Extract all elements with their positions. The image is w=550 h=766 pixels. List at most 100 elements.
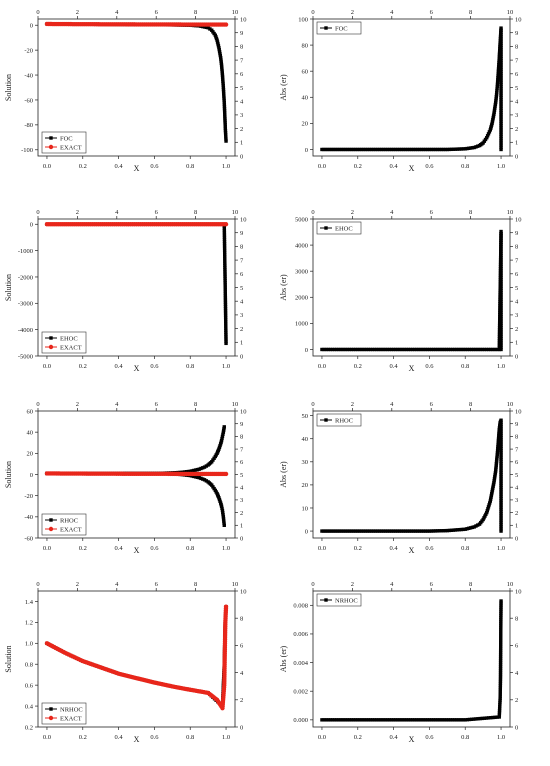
top-tick-label: 0: [311, 209, 314, 216]
right-tick-label: 9: [240, 30, 243, 37]
right-tick-label: 4: [515, 485, 519, 492]
y-tick-label: -40: [24, 514, 33, 521]
y-axis-label: Solution: [4, 74, 13, 101]
x-tick-label: 0.6: [425, 734, 434, 741]
series-line: [47, 427, 224, 474]
x-tick-label: 1.0: [497, 545, 505, 552]
y-tick-label: 0.002: [293, 689, 308, 696]
x-tick-label: 0.2: [79, 545, 87, 552]
y-tick-label: -4000: [18, 327, 33, 334]
right-tick-label: 3: [240, 112, 243, 119]
top-tick-label: 8: [469, 9, 472, 16]
y-tick-label: 0.008: [293, 603, 308, 610]
right-tick-label: 6: [515, 71, 519, 78]
right-tick-label: 6: [515, 271, 519, 278]
x-tick-label: 0.0: [318, 163, 326, 170]
right-tick-label: 7: [240, 446, 244, 453]
x-tick-label: 0.0: [318, 734, 326, 741]
legend-label: FOC: [60, 135, 73, 142]
top-tick-label: 0: [311, 9, 314, 16]
series-line: [47, 24, 226, 141]
y-tick-label: 60: [27, 408, 34, 415]
x-tick-label: 0.8: [461, 734, 469, 741]
x-tick-label: 1.0: [497, 734, 505, 741]
plot-area: [45, 604, 228, 710]
right-tick-label: 2: [240, 697, 243, 704]
data-point: [224, 22, 228, 26]
legend-marker: [49, 518, 52, 521]
x-tick-label: 0.4: [390, 163, 399, 170]
right-tick-label: 6: [515, 643, 519, 650]
y-tick-label: 2000: [295, 295, 308, 302]
y-tick-label: -2000: [18, 274, 33, 281]
data-point: [499, 529, 502, 532]
top-tick-label: 10: [232, 581, 239, 588]
x-tick-label: 0.8: [461, 363, 469, 370]
top-tick-label: 8: [194, 209, 197, 216]
right-tick-label: 1: [515, 340, 518, 347]
top-tick-label: 4: [115, 401, 119, 408]
x-tick-label: 0.6: [425, 363, 434, 370]
top-tick-label: 8: [194, 581, 197, 588]
top-tick-label: 10: [507, 581, 514, 588]
x-tick-label: 1.0: [497, 363, 505, 370]
right-tick-label: 6: [240, 271, 244, 278]
x-tick-label: 0.8: [461, 163, 469, 170]
x-tick-label: 0.4: [390, 734, 399, 741]
top-tick-label: 0: [36, 401, 39, 408]
y-tick-label: 80: [302, 42, 309, 49]
x-tick-label: 0.4: [115, 363, 124, 370]
x-tick-label: 1.0: [497, 163, 505, 170]
y-tick-label: 60: [302, 68, 309, 75]
data-point: [224, 604, 228, 608]
y-tick-label: 0: [305, 528, 308, 535]
right-tick-label: 8: [515, 44, 518, 51]
y-tick-label: -3000: [18, 301, 33, 308]
right-tick-label: 3: [515, 497, 518, 504]
legend-marker: [324, 26, 327, 29]
y-tick-label: 50: [302, 413, 309, 420]
y-tick-label: 20: [302, 482, 309, 489]
top-tick-label: 6: [155, 9, 159, 16]
top-tick-label: 6: [155, 401, 159, 408]
right-tick-label: 9: [240, 230, 243, 237]
right-tick-label: 0: [515, 153, 518, 160]
y-tick-label: 0: [30, 472, 33, 479]
x-tick-label: 0.2: [79, 163, 87, 170]
right-tick-label: 2: [240, 126, 243, 133]
y-tick-label: 1.2: [25, 620, 33, 627]
right-tick-label: 9: [515, 30, 518, 37]
x-axis-label: X: [409, 364, 415, 373]
x-tick-label: 0.0: [43, 734, 51, 741]
right-tick-label: 10: [240, 216, 247, 223]
legend-label: FOC: [335, 25, 348, 32]
top-tick-label: 0: [311, 581, 314, 588]
series-line: [47, 224, 226, 343]
right-tick-label: 10: [515, 408, 522, 415]
top-tick-label: 10: [507, 209, 514, 216]
plot-area: [45, 22, 228, 143]
y-tick-label: 40: [302, 95, 309, 102]
y-tick-label: 20: [27, 451, 34, 458]
top-tick-label: 2: [76, 581, 79, 588]
y-axis-label: Abs (er): [279, 274, 288, 301]
legend-marker: [49, 336, 52, 339]
top-tick-label: 8: [194, 9, 197, 16]
x-axis-label: X: [409, 164, 415, 173]
right-tick-label: 4: [515, 99, 519, 106]
right-tick-label: 10: [240, 16, 247, 23]
top-tick-label: 10: [232, 209, 239, 216]
right-tick-label: 4: [240, 99, 244, 106]
right-tick-label: 3: [240, 312, 243, 319]
series-line: [322, 601, 501, 720]
top-tick-label: 6: [430, 9, 434, 16]
top-tick-label: 8: [194, 401, 197, 408]
right-tick-label: 6: [515, 459, 519, 466]
right-tick-label: 3: [515, 112, 518, 119]
y-tick-label: 40: [302, 436, 309, 443]
y-tick-label: 100: [298, 16, 308, 23]
top-tick-label: 10: [232, 401, 239, 408]
